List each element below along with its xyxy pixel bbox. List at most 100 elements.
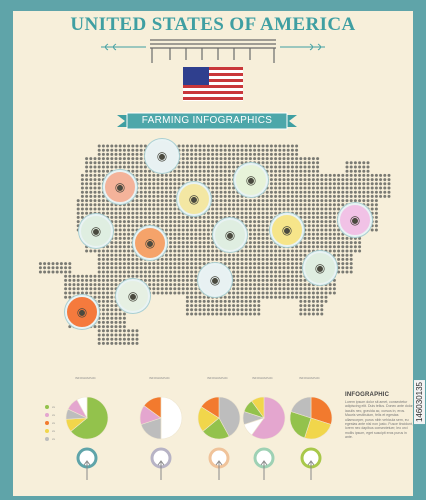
map-dot <box>89 165 93 169</box>
map-dot <box>177 165 181 169</box>
map-dot <box>101 203 105 207</box>
map-dot <box>93 199 97 203</box>
map-dot <box>236 144 240 148</box>
map-dot <box>328 249 332 253</box>
map-dot <box>295 169 299 173</box>
map-dot <box>206 161 210 165</box>
map-dot <box>190 178 194 182</box>
map-dot <box>173 224 177 228</box>
map-dot <box>265 241 269 245</box>
map-dot <box>349 169 353 173</box>
map-dot <box>206 228 210 232</box>
map-dot <box>148 190 152 194</box>
map-dot <box>127 220 131 224</box>
map-dot <box>303 186 307 190</box>
map-dot <box>303 220 307 224</box>
map-dot <box>156 190 160 194</box>
map-dot <box>219 194 223 198</box>
map-dot <box>282 199 286 203</box>
map-dot <box>198 144 202 148</box>
map-dot <box>265 215 269 219</box>
map-dot <box>219 207 223 211</box>
map-dot <box>114 253 118 257</box>
map-dot <box>337 190 341 194</box>
map-dot <box>76 199 80 203</box>
map-dot <box>139 207 143 211</box>
map-dot <box>286 152 290 156</box>
map-dot <box>219 173 223 177</box>
map-dot <box>299 211 303 215</box>
map-dot <box>299 165 303 169</box>
map-dot <box>303 241 307 245</box>
up-arrow-icon <box>83 460 91 480</box>
map-dot <box>261 257 265 261</box>
map-dot <box>337 186 341 190</box>
map-dot <box>374 224 378 228</box>
map-dot <box>110 161 114 165</box>
map-dot <box>311 182 315 186</box>
map-dot <box>185 148 189 152</box>
map-dot <box>303 228 307 232</box>
map-dot <box>169 203 173 207</box>
map-dot <box>244 199 248 203</box>
map-dot <box>316 236 320 240</box>
map-dot <box>316 165 320 169</box>
map-dot <box>223 207 227 211</box>
map-dot <box>101 173 105 177</box>
map-dot <box>328 245 332 249</box>
map-dot <box>341 245 345 249</box>
map-dot <box>295 148 299 152</box>
map-dot <box>202 236 206 240</box>
us-flag <box>183 67 243 101</box>
map-dot <box>106 144 110 148</box>
map-dot <box>143 182 147 186</box>
map-dot <box>177 249 181 253</box>
map-dot <box>278 257 282 261</box>
map-dot <box>307 173 311 177</box>
map-dot <box>261 161 265 165</box>
map-dot <box>332 236 336 240</box>
map-dot <box>211 253 215 257</box>
map-dot <box>215 249 219 253</box>
map-dot <box>202 144 206 148</box>
map-dot <box>202 161 206 165</box>
map-dot <box>286 169 290 173</box>
map-dot <box>345 182 349 186</box>
legend-dot <box>45 405 49 409</box>
map-dot <box>206 211 210 215</box>
map-dot <box>148 203 152 207</box>
map-dot <box>332 245 336 249</box>
map-dot <box>148 211 152 215</box>
map-dot <box>248 220 252 224</box>
map-dot <box>286 190 290 194</box>
legend-dot <box>45 413 49 417</box>
map-dot <box>185 169 189 173</box>
map-dot <box>307 165 311 169</box>
map-dot <box>227 186 231 190</box>
map-dot <box>76 228 80 232</box>
map-dot <box>269 241 273 245</box>
map-dot <box>236 194 240 198</box>
map-dot <box>160 194 164 198</box>
map-dot <box>370 207 374 211</box>
map-dot <box>311 199 315 203</box>
map-dot <box>324 215 328 219</box>
map-dot <box>164 203 168 207</box>
map-dot <box>156 257 160 261</box>
map-dot <box>299 186 303 190</box>
map-dot <box>261 220 265 224</box>
map-dot <box>198 253 202 257</box>
map-dot <box>295 190 299 194</box>
map-dot <box>286 157 290 161</box>
map-dot <box>366 190 370 194</box>
map-dot <box>332 207 336 211</box>
map-dot <box>177 215 181 219</box>
map-dot <box>257 157 261 161</box>
map-dot <box>332 186 336 190</box>
map-dot <box>219 148 223 152</box>
map-dot <box>118 245 122 249</box>
map-dot <box>328 173 332 177</box>
map-dot <box>261 224 265 228</box>
map-dot <box>143 190 147 194</box>
map-dot <box>190 236 194 240</box>
